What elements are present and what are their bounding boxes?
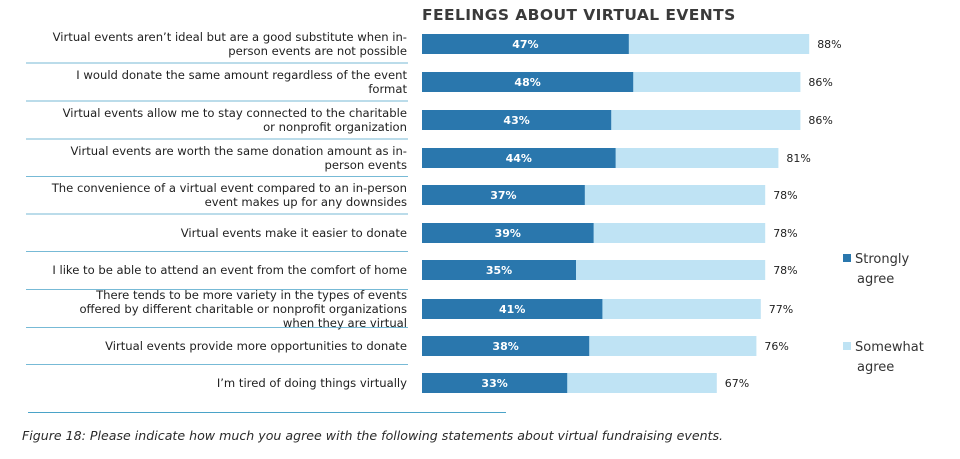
category-label-4-line-1: event makes up for any downsides: [205, 195, 407, 209]
bar-strongly-agree-6: [422, 260, 576, 280]
data-label-somewhat-5: 78%: [773, 227, 797, 240]
data-label-somewhat-9: 67%: [725, 377, 749, 390]
legend-label-somewhat-line1: Somewhat: [855, 340, 924, 355]
category-label-6-line-0: I like to be able to attend an event fro…: [52, 263, 407, 277]
data-label-somewhat-0: 88%: [817, 38, 841, 51]
category-label-2-line-1: or nonprofit organization: [263, 120, 407, 134]
bar-strongly-agree-7: [422, 299, 603, 319]
bar-strongly-agree-1: [422, 72, 634, 92]
category-label-9-line-0: I’m tired of doing things virtually: [217, 376, 407, 390]
category-label-0-line-1: person events are not possible: [228, 44, 407, 58]
figure-caption: Figure 18: Please indicate how much you …: [22, 428, 724, 443]
category-label-2-line-0: Virtual events allow me to stay connecte…: [63, 106, 407, 120]
legend-swatch-strongly-agree: [843, 254, 851, 262]
category-label-4-line-0: The convenience of a virtual event compa…: [51, 181, 407, 195]
bar-strongly-agree-5: [422, 223, 594, 243]
data-label-somewhat-1: 86%: [808, 76, 832, 89]
data-label-strongly-0: 47%: [512, 38, 538, 51]
legend-label-somewhat-line2: agree: [857, 360, 895, 375]
data-label-somewhat-3: 81%: [786, 152, 810, 165]
data-label-strongly-3: 44%: [506, 152, 532, 165]
bar-strongly-agree-4: [422, 185, 585, 205]
bar-strongly-agree-8: [422, 336, 590, 356]
data-label-somewhat-8: 76%: [764, 340, 788, 353]
data-label-strongly-2: 43%: [503, 114, 529, 127]
category-label-8-line-0: Virtual events provide more opportunitie…: [105, 339, 407, 353]
data-label-somewhat-7: 77%: [769, 303, 793, 316]
legend-label-strongly-line1: Strongly: [855, 252, 910, 267]
bar-strongly-agree-3: [422, 148, 616, 168]
legend-swatch-somewhat-agree: [843, 342, 851, 350]
legend-label-strongly-line2: agree: [857, 272, 895, 287]
bar-chart: 47% 88% Virtual events aren’t ideal but ar…: [26, 30, 842, 393]
data-label-strongly-5: 39%: [495, 227, 521, 240]
category-label-7-line-0: There tends to be more variety in the ty…: [95, 288, 407, 302]
category-label-3-line-1: person events: [325, 158, 408, 172]
category-label-7-line-2: when they are virtual: [283, 316, 407, 330]
data-label-strongly-8: 38%: [492, 340, 518, 353]
data-label-somewhat-4: 78%: [773, 189, 797, 202]
bar-strongly-agree-0: [422, 34, 629, 54]
caption-divider: [28, 412, 506, 413]
legend-item-somewhat-agree: Somewhat agree: [843, 338, 924, 378]
data-label-strongly-7: 41%: [499, 303, 525, 316]
category-label-5-line-0: Virtual events make it easier to donate: [181, 226, 407, 240]
data-label-somewhat-6: 78%: [773, 264, 797, 277]
data-label-somewhat-2: 86%: [808, 114, 832, 127]
data-label-strongly-6: 35%: [486, 264, 512, 277]
legend-item-strongly-agree: Strongly agree: [843, 250, 909, 290]
category-label-1-line-0: I would donate the same amount regardles…: [76, 68, 407, 82]
category-label-0-line-0: Virtual events aren’t ideal but are a go…: [53, 30, 407, 44]
data-label-strongly-4: 37%: [490, 189, 516, 202]
bar-strongly-agree-9: [422, 373, 568, 393]
category-label-3-line-0: Virtual events are worth the same donati…: [71, 144, 407, 158]
chart-title: FEELINGS ABOUT VIRTUAL EVENTS: [422, 6, 736, 24]
data-label-strongly-1: 48%: [514, 76, 540, 89]
category-label-1-line-1: format: [368, 82, 407, 96]
bar-strongly-agree-2: [422, 110, 612, 130]
data-label-strongly-9: 33%: [481, 377, 507, 390]
category-label-7-line-1: offered by different charitable or nonpr…: [79, 302, 407, 316]
